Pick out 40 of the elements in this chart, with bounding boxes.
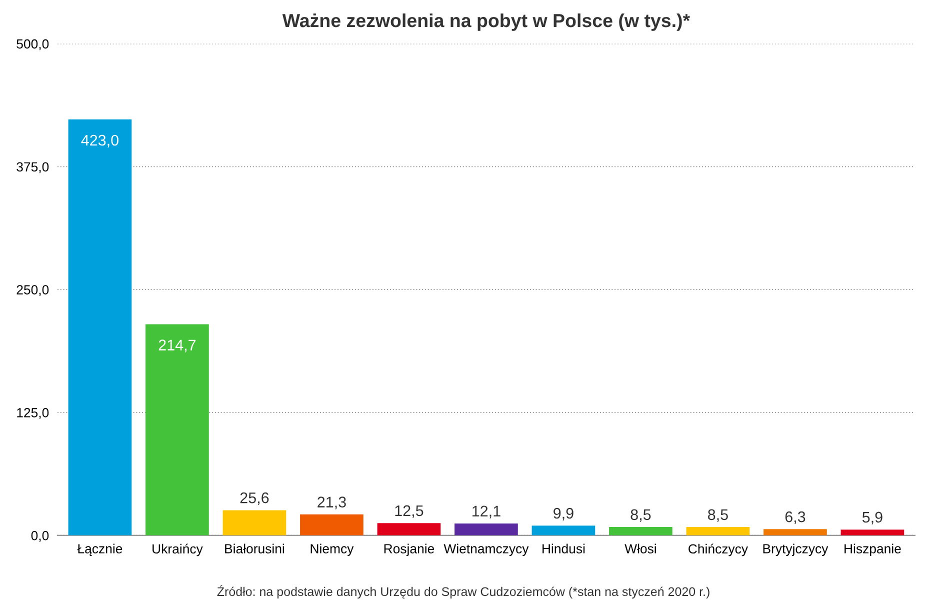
- y-tick-label: 0,0: [31, 530, 49, 542]
- y-tick-label: 375,0: [16, 162, 49, 174]
- y-tick-label: 250,0: [16, 285, 49, 296]
- x-tick-label: Niemcy: [310, 544, 354, 556]
- bar: [146, 324, 209, 536]
- y-tick-label: 125,0: [17, 408, 49, 419]
- x-tick-label: Hindusi: [542, 544, 585, 554]
- data-label: 9,9: [554, 508, 574, 520]
- x-tick-label: Wietnamczycy: [444, 544, 529, 556]
- data-label: 12,5: [395, 505, 424, 518]
- bar: [377, 523, 441, 536]
- bar: [686, 527, 750, 536]
- bar: [840, 530, 904, 536]
- bar: [764, 529, 827, 536]
- data-label: 6,3: [785, 511, 806, 524]
- y-tick-label: 500,0: [16, 39, 49, 50]
- data-label: 21,3: [318, 496, 346, 510]
- bar: [222, 510, 286, 536]
- data-label: 12,1: [472, 506, 500, 518]
- x-tick-label: Chińczycy: [688, 544, 748, 556]
- text: Źródło: na podstawie danych Urzędu do Spraw Cudzoziemców (*stan na styczeń 2020 r.): [217, 585, 710, 599]
- data-label: 214,7: [158, 340, 196, 352]
- x-tick-label: Białorusini: [225, 544, 284, 554]
- data-label: 25,6: [240, 492, 269, 506]
- chart-title: Ważne zezwolenia na pobyt w Polsce (w tys.)*: [282, 13, 690, 31]
- bar: [609, 527, 672, 536]
- bar: [68, 119, 132, 536]
- x-tick-label: Hiszpanie: [844, 544, 901, 556]
- x-tick-label: Włosi: [624, 544, 656, 554]
- data-label: 5,9: [862, 512, 882, 524]
- bar: [300, 514, 364, 536]
- x-tick-label: Łącznie: [77, 544, 122, 556]
- bar: [532, 526, 596, 536]
- data-label: 8,5: [630, 509, 651, 522]
- data-label: 423,0: [81, 134, 118, 148]
- x-tick-label: Brytyjczycy: [763, 544, 828, 556]
- bar: [454, 523, 518, 536]
- x-tick-label: Ukraińcy: [152, 544, 203, 556]
- data-label: 8,5: [708, 509, 728, 522]
- x-tick-label: Rosjanie: [384, 544, 434, 556]
